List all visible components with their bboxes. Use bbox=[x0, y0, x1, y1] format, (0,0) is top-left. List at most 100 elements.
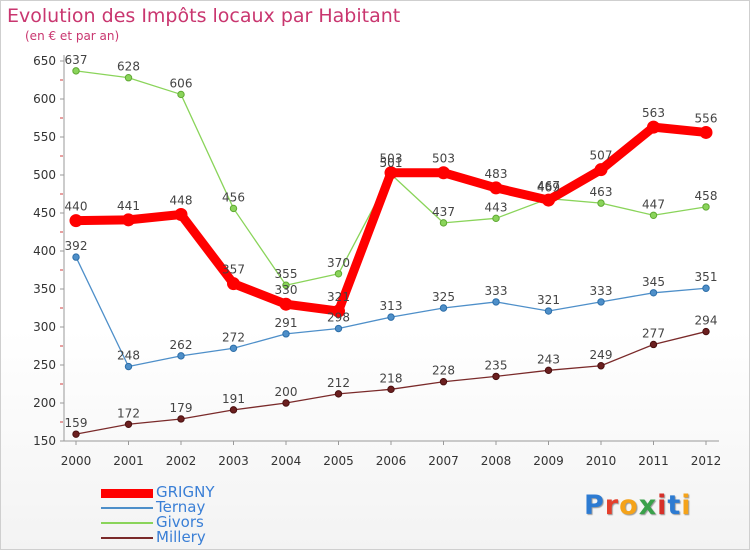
data-label-ternay: 333 bbox=[590, 284, 613, 298]
data-label-grigny: 503 bbox=[432, 152, 455, 166]
data-point-grigny bbox=[542, 193, 555, 207]
x-tick-label: 2006 bbox=[376, 454, 407, 468]
data-label-grigny: 321 bbox=[327, 290, 350, 304]
data-point-givors bbox=[124, 74, 133, 82]
data-point-grigny bbox=[437, 166, 450, 180]
data-point-millery bbox=[597, 362, 605, 370]
data-point-givors bbox=[702, 203, 710, 211]
logo-letter: P bbox=[584, 490, 605, 521]
data-label-millery: 191 bbox=[222, 392, 245, 406]
x-tick-label: 2011 bbox=[638, 454, 669, 468]
data-point-millery bbox=[492, 372, 500, 381]
data-point-ternay bbox=[492, 298, 500, 306]
data-label-grigny: 440 bbox=[65, 200, 88, 214]
logo-letter: t bbox=[667, 490, 682, 521]
data-label-givors: 606 bbox=[170, 76, 193, 90]
data-label-ternay: 325 bbox=[432, 290, 455, 304]
data-label-givors: 447 bbox=[642, 197, 665, 211]
data-point-ternay bbox=[387, 313, 395, 321]
logo-letter: x bbox=[638, 490, 658, 521]
data-point-millery bbox=[177, 415, 185, 423]
x-tick-label: 2004 bbox=[271, 454, 302, 468]
data-point-ternay bbox=[439, 304, 448, 312]
data-point-ternay bbox=[597, 298, 605, 306]
data-label-millery: 172 bbox=[117, 406, 140, 420]
data-point-grigny bbox=[384, 166, 398, 180]
y-tick-label: 350 bbox=[33, 282, 56, 296]
data-label-ternay: 321 bbox=[537, 293, 560, 307]
data-label-givors: 628 bbox=[117, 60, 140, 74]
data-point-millery bbox=[702, 327, 710, 336]
y-tick-label: 500 bbox=[33, 168, 56, 182]
data-point-grigny bbox=[594, 163, 608, 177]
data-label-givors: 469 bbox=[537, 181, 560, 195]
legend-label-ternay: Ternay bbox=[156, 498, 206, 516]
data-label-millery: 200 bbox=[275, 385, 298, 399]
data-label-millery: 159 bbox=[65, 416, 88, 430]
data-label-grigny: 448 bbox=[170, 194, 193, 208]
y-tick-label: 300 bbox=[33, 320, 56, 334]
data-point-givors bbox=[282, 281, 290, 289]
y-tick-label: 550 bbox=[33, 130, 56, 144]
x-tick-label: 2009 bbox=[533, 454, 564, 468]
data-point-givors bbox=[649, 211, 658, 219]
data-point-millery bbox=[229, 406, 238, 414]
data-label-millery: 212 bbox=[327, 376, 350, 390]
data-point-millery bbox=[649, 340, 658, 349]
data-label-ternay: 248 bbox=[117, 349, 140, 363]
legend-label-givors: Givors bbox=[156, 513, 204, 531]
data-label-grigny: 357 bbox=[222, 263, 245, 277]
logo-letter: i bbox=[681, 490, 692, 521]
data-point-ternay bbox=[282, 330, 290, 338]
x-tick-label: 2001 bbox=[113, 454, 144, 468]
x-tick-label: 2003 bbox=[218, 454, 249, 468]
data-label-givors: 637 bbox=[65, 53, 88, 67]
data-point-grigny bbox=[647, 120, 660, 134]
data-point-grigny bbox=[69, 214, 83, 228]
data-label-givors: 456 bbox=[222, 190, 245, 204]
data-label-ternay: 313 bbox=[380, 299, 403, 313]
data-label-millery: 179 bbox=[170, 401, 193, 415]
data-point-ternay bbox=[334, 324, 343, 333]
legend-label-millery: Millery bbox=[156, 528, 206, 546]
legend-swatch-givors bbox=[101, 522, 153, 524]
data-label-grigny: 483 bbox=[485, 167, 508, 181]
data-label-grigny: 503 bbox=[380, 152, 403, 166]
data-point-givors bbox=[72, 67, 80, 75]
data-point-ternay bbox=[177, 352, 185, 360]
data-point-ternay bbox=[649, 289, 658, 297]
data-label-givors: 437 bbox=[432, 205, 455, 219]
x-tick-label: 2010 bbox=[586, 454, 617, 468]
legend-swatch-grigny bbox=[101, 488, 153, 498]
y-tick-label: 450 bbox=[33, 206, 56, 220]
data-point-ternay bbox=[702, 284, 710, 292]
data-label-millery: 249 bbox=[590, 348, 613, 362]
x-tick-label: 2005 bbox=[323, 454, 354, 468]
chart-subtitle: (en € et par an) bbox=[25, 29, 120, 43]
y-tick-label: 650 bbox=[33, 54, 56, 68]
data-point-grigny bbox=[227, 277, 240, 291]
x-tick-label: 2002 bbox=[166, 454, 197, 468]
data-label-ternay: 291 bbox=[275, 316, 298, 330]
data-point-givors bbox=[597, 199, 605, 207]
data-label-grigny: 563 bbox=[642, 106, 665, 120]
chart-title: Evolution des Impôts locaux par Habitant bbox=[7, 5, 401, 27]
data-label-grigny: 330 bbox=[275, 283, 298, 297]
data-label-ternay: 392 bbox=[65, 239, 88, 253]
data-point-millery bbox=[334, 390, 343, 398]
data-label-givors: 501 bbox=[380, 156, 403, 170]
x-tick-label: 2012 bbox=[691, 454, 722, 468]
data-label-givors: 370 bbox=[327, 256, 350, 270]
proxiti-logo: Proxiti bbox=[584, 490, 692, 521]
x-tick-label: 2007 bbox=[428, 454, 459, 468]
data-label-grigny: 441 bbox=[117, 199, 140, 213]
data-point-grigny bbox=[122, 213, 135, 227]
data-point-millery bbox=[72, 430, 80, 438]
data-point-ternay bbox=[124, 362, 133, 371]
data-point-givors bbox=[177, 90, 185, 99]
data-point-givors bbox=[439, 219, 448, 227]
data-label-millery: 218 bbox=[380, 371, 403, 385]
data-point-millery bbox=[282, 399, 290, 407]
data-point-grigny bbox=[489, 181, 503, 195]
